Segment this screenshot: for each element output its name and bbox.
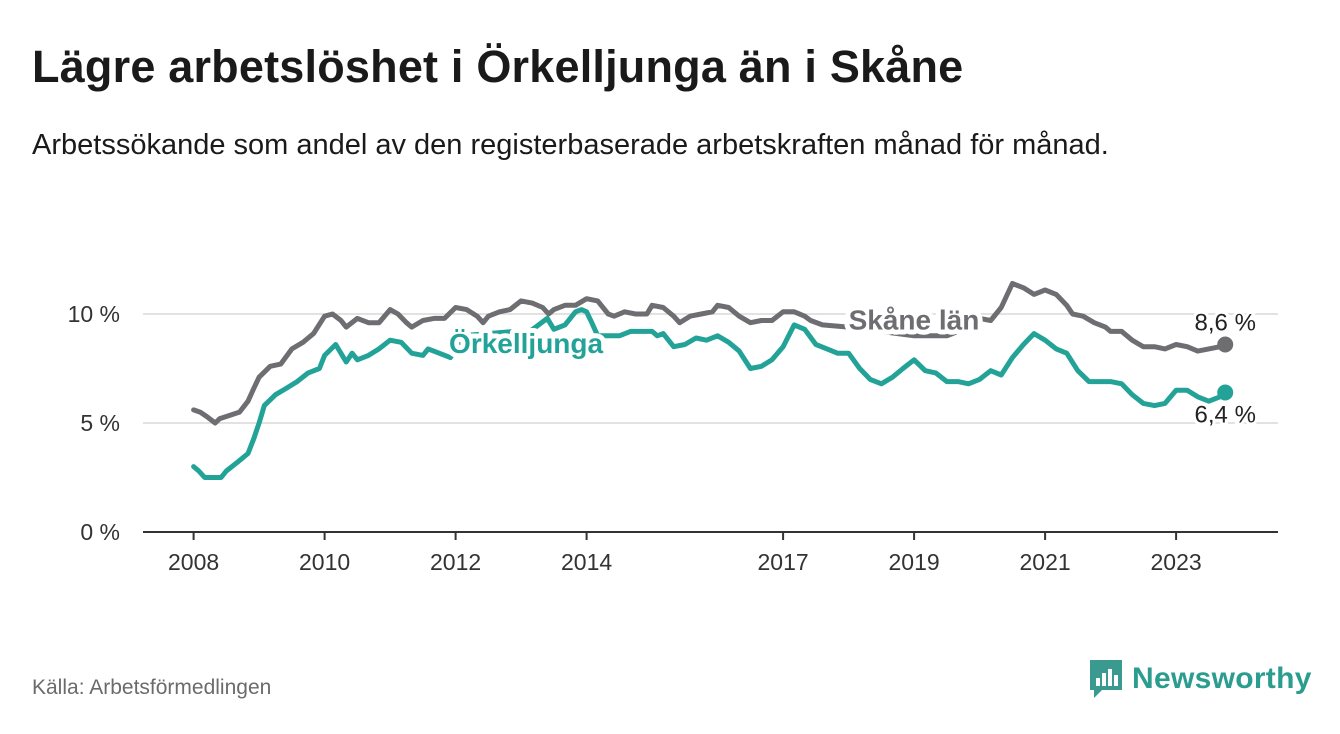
brand-name: Newsworthy xyxy=(1132,662,1312,695)
series-label: Örkelljunga xyxy=(449,328,603,359)
x-tick-label: 2008 xyxy=(168,549,219,575)
series-label: Skåne län xyxy=(849,304,980,335)
series-lines: 8,6 % 6,4 % xyxy=(191,281,1259,480)
x-tick-label: 2014 xyxy=(561,549,612,575)
series-line-skane xyxy=(191,281,1228,426)
brand-logo: Newsworthy xyxy=(1088,658,1312,700)
source-note: Källa: Arbetsförmedlingen xyxy=(32,676,272,699)
x-tick-label: 2010 xyxy=(299,549,350,575)
y-tick-label: 10 % xyxy=(68,301,120,327)
newsworthy-logo-icon xyxy=(1090,660,1122,698)
x-tick-label: 2021 xyxy=(1020,549,1071,575)
x-tick-label: 2012 xyxy=(430,549,481,575)
x-axis: 2008 2010 2012 2014 2017 2019 2021 2023 xyxy=(143,531,1278,575)
series-end-label: 6,4 % xyxy=(1195,401,1256,428)
chart-title: Lägre arbetslöshet i Örkelljunga än i Sk… xyxy=(32,41,964,92)
series-end-label: 8,6 % xyxy=(1195,310,1256,337)
chart-subtitle: Arbetssökande som andel av den registerb… xyxy=(32,129,1109,161)
x-tick-label: 2019 xyxy=(889,549,940,575)
y-tick-label: 5 % xyxy=(80,410,120,436)
x-tick-label: 2017 xyxy=(758,549,809,575)
x-tick-label: 2023 xyxy=(1151,549,1202,575)
series-annotations: Skåne län Örkelljunga xyxy=(444,299,984,364)
series-end-point xyxy=(1217,336,1234,353)
y-axis: 0 % 5 % 10 % xyxy=(68,301,120,545)
y-tick-label: 0 % xyxy=(80,519,120,545)
series-end-point xyxy=(1217,384,1234,401)
series-line-orkelljunga xyxy=(191,307,1228,480)
